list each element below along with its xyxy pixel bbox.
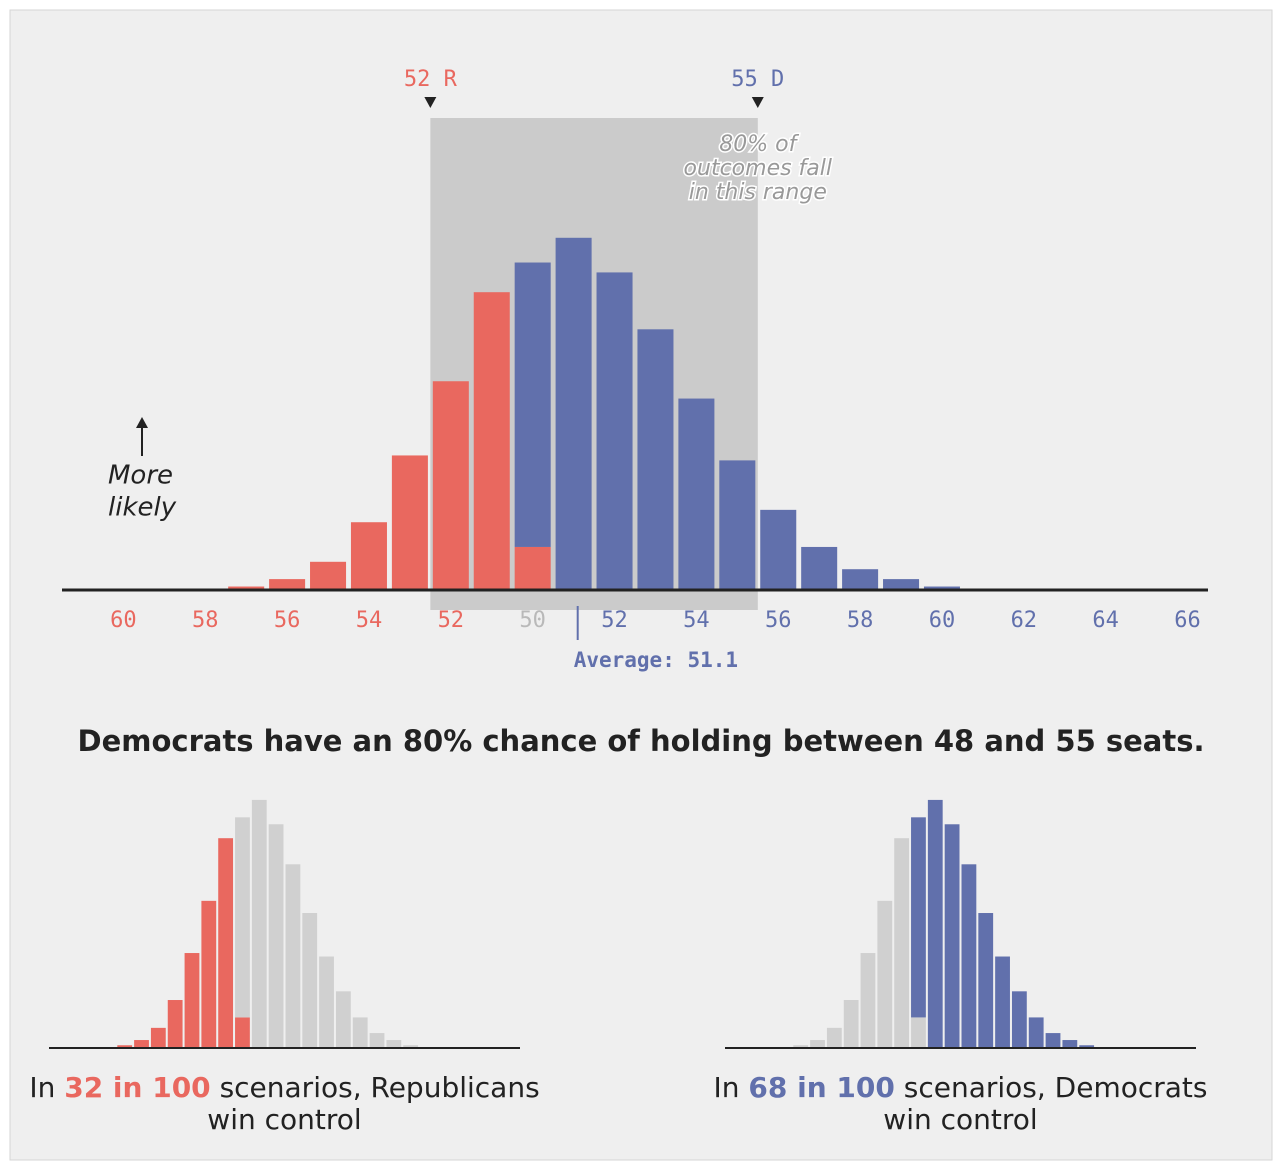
x-tick-label: 62 — [1011, 608, 1038, 633]
bar — [352, 1017, 368, 1047]
bar-layer — [117, 237, 1095, 1047]
bar — [310, 561, 347, 589]
bar — [944, 824, 960, 1047]
bar — [801, 546, 838, 589]
bar — [1011, 991, 1027, 1047]
range-note: outcomes fall — [684, 156, 832, 181]
bar — [150, 1027, 166, 1047]
bar — [514, 262, 551, 547]
bar — [350, 522, 387, 589]
bar — [637, 329, 674, 589]
bar — [134, 1040, 149, 1047]
bar — [218, 838, 234, 1047]
bar — [167, 1000, 183, 1047]
range-note: 80% of — [719, 132, 799, 157]
bar — [235, 1017, 250, 1047]
bar — [117, 1045, 133, 1047]
bar — [555, 237, 592, 589]
range-label: 55 D — [731, 67, 784, 92]
bar — [843, 1000, 859, 1047]
bar — [927, 799, 943, 1047]
x-tick-label: 56 — [274, 608, 301, 633]
caption-part: scenarios, Democrats — [895, 1071, 1208, 1104]
bar — [319, 956, 334, 1047]
arrow-head — [136, 417, 148, 428]
panel-caption: In 32 in 100 scenarios, Republicans — [29, 1071, 539, 1104]
caption-part: 68 in 100 — [748, 1071, 894, 1104]
bar — [911, 817, 926, 1018]
bar — [995, 956, 1010, 1047]
bar — [596, 272, 633, 589]
caption-part: In — [713, 1071, 748, 1104]
panel-caption: win control — [207, 1103, 361, 1136]
bar — [719, 460, 756, 589]
bar — [235, 817, 250, 1018]
bar — [335, 991, 351, 1047]
bar — [842, 569, 879, 589]
range-label: 52 R — [404, 67, 458, 92]
bar — [1028, 1017, 1044, 1047]
x-tick-label: 64 — [1092, 608, 1119, 633]
x-tick-label: 54 — [356, 608, 383, 633]
bar — [760, 509, 797, 589]
x-tick-label: 52 — [438, 608, 465, 633]
bar — [251, 799, 267, 1047]
bar — [386, 1040, 402, 1047]
headline: Democrats have an 80% chance of holding … — [78, 724, 1205, 758]
range-note: in this range — [689, 180, 827, 205]
panel-caption: In 68 in 100 scenarios, Democrats — [713, 1071, 1207, 1104]
bar — [269, 579, 306, 589]
x-tick-label: 54 — [683, 608, 710, 633]
bar — [978, 913, 994, 1047]
x-tick-label: 52 — [601, 608, 628, 633]
bar — [302, 913, 318, 1047]
bar — [877, 900, 893, 1047]
bar — [184, 953, 200, 1047]
range-marker — [751, 97, 764, 108]
bar — [285, 864, 301, 1047]
x-tick-label: 60 — [929, 608, 956, 633]
bar — [793, 1045, 809, 1047]
bar — [678, 398, 715, 589]
caption-part: scenarios, Republicans — [211, 1071, 540, 1104]
x-tick-label: 58 — [192, 608, 219, 633]
bar — [369, 1033, 385, 1047]
bar — [860, 953, 876, 1047]
range-marker — [424, 97, 437, 108]
bar — [228, 586, 265, 589]
bar — [1062, 1040, 1078, 1047]
bar — [883, 579, 920, 589]
bar — [1079, 1045, 1095, 1047]
y-annotation: More — [108, 461, 173, 491]
panel-caption: win control — [883, 1103, 1037, 1136]
x-tick-label: 60 — [110, 608, 137, 633]
bar — [961, 864, 977, 1047]
x-tick-label: 58 — [847, 608, 874, 633]
bar — [432, 381, 469, 589]
bar — [514, 546, 551, 589]
bar — [911, 1017, 926, 1047]
bar — [473, 292, 510, 589]
caption-part: In — [29, 1071, 64, 1104]
caption-part: 32 in 100 — [64, 1071, 210, 1104]
x-tick-label: 66 — [1174, 608, 1201, 633]
bar — [923, 586, 960, 589]
average-label: Average: 51.1 — [574, 648, 738, 672]
bar — [403, 1045, 419, 1047]
bar — [201, 900, 217, 1047]
bar — [391, 455, 428, 589]
y-annotation: likely — [108, 493, 177, 523]
bar — [810, 1040, 825, 1047]
x-tick-label: 56 — [765, 608, 792, 633]
x-tick-label: 50 — [519, 608, 546, 633]
bar — [826, 1027, 842, 1047]
bar — [894, 838, 910, 1047]
bar — [268, 824, 284, 1047]
bar — [1045, 1033, 1061, 1047]
